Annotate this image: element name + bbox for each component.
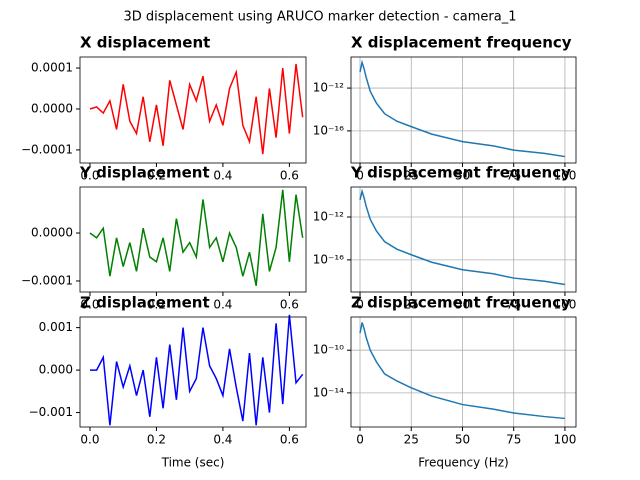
x-tick-label: 0.2 [147, 298, 166, 312]
x-tick-label: 25 [404, 169, 419, 183]
x-tick-label: 0.0 [80, 433, 99, 447]
x-tick-label: 0 [356, 433, 364, 447]
axes-frame [350, 56, 577, 164]
axes-frame [350, 316, 577, 428]
data-line [89, 63, 304, 155]
y-tick-label: 10⁻¹⁴ [313, 385, 344, 399]
y-tick-label: 10⁻¹⁶ [313, 123, 344, 137]
x-tick-label: 75 [506, 433, 521, 447]
x-tick-label: 0.2 [147, 169, 166, 183]
x-tick-label: 0.0 [80, 298, 99, 312]
data-line [359, 59, 566, 158]
axes-frame [79, 186, 307, 293]
axes-title: X displacement frequency [351, 34, 572, 52]
x-tick-label: 0 [356, 169, 364, 183]
x-tick-label: 0.2 [147, 433, 166, 447]
x-tick-label: 25 [404, 433, 419, 447]
x-tick-label: 0.6 [280, 433, 299, 447]
x-tick-label: 75 [506, 298, 521, 312]
x-tick-label: 50 [455, 433, 470, 447]
data-line [89, 314, 304, 426]
axes-title: X displacement [80, 34, 210, 52]
y-tick-label: 10⁻¹⁶ [313, 252, 344, 266]
x-tick-label: 100 [553, 298, 576, 312]
x-tick-label: 25 [404, 298, 419, 312]
data-line [359, 188, 566, 286]
x-tick-label: 0.4 [213, 433, 232, 447]
y-tick-label: 0.000 [39, 363, 73, 377]
axes-frame [79, 56, 307, 164]
x-tick-label: 0.4 [213, 298, 232, 312]
axes-frame [350, 186, 577, 293]
x-tick-label: 75 [506, 169, 521, 183]
axes-title: Z displacement frequency [351, 294, 571, 312]
x-tick-label: 0 [356, 298, 364, 312]
axes-title: Y displacement frequency [350, 164, 571, 182]
y-tick-label: −0.0001 [21, 142, 73, 156]
x-tick-label: 0.0 [80, 169, 99, 183]
y-tick-label: 0.0000 [31, 226, 73, 240]
figure-title: 3D displacement using ARUCO marker detec… [123, 10, 516, 25]
x-tick-label: 0.6 [280, 298, 299, 312]
x-tick-label: 100 [553, 169, 576, 183]
data-line [89, 189, 304, 286]
axes-title: Y displacement [79, 164, 210, 182]
y-tick-label: 0.001 [39, 320, 73, 334]
x-tick-label: 50 [455, 169, 470, 183]
x-tick-label: 0.6 [280, 169, 299, 183]
y-tick-label: 10⁻¹² [313, 209, 344, 223]
y-tick-label: −0.0001 [21, 273, 73, 287]
x-axis-label: Time (sec) [161, 456, 225, 470]
y-tick-label: 0.0000 [31, 101, 73, 115]
data-line [359, 322, 565, 420]
x-tick-label: 100 [553, 433, 576, 447]
axes-title: Z displacement [80, 294, 210, 312]
y-tick-label: 0.0001 [31, 61, 73, 75]
axes-frame [79, 316, 307, 428]
x-tick-label: 0.4 [213, 169, 232, 183]
y-tick-label: 10⁻¹⁰ [313, 343, 344, 357]
x-axis-label: Frequency (Hz) [418, 456, 509, 470]
x-tick-label: 50 [455, 298, 470, 312]
y-tick-label: −0.001 [29, 405, 73, 419]
y-tick-label: 10⁻¹² [313, 81, 344, 95]
